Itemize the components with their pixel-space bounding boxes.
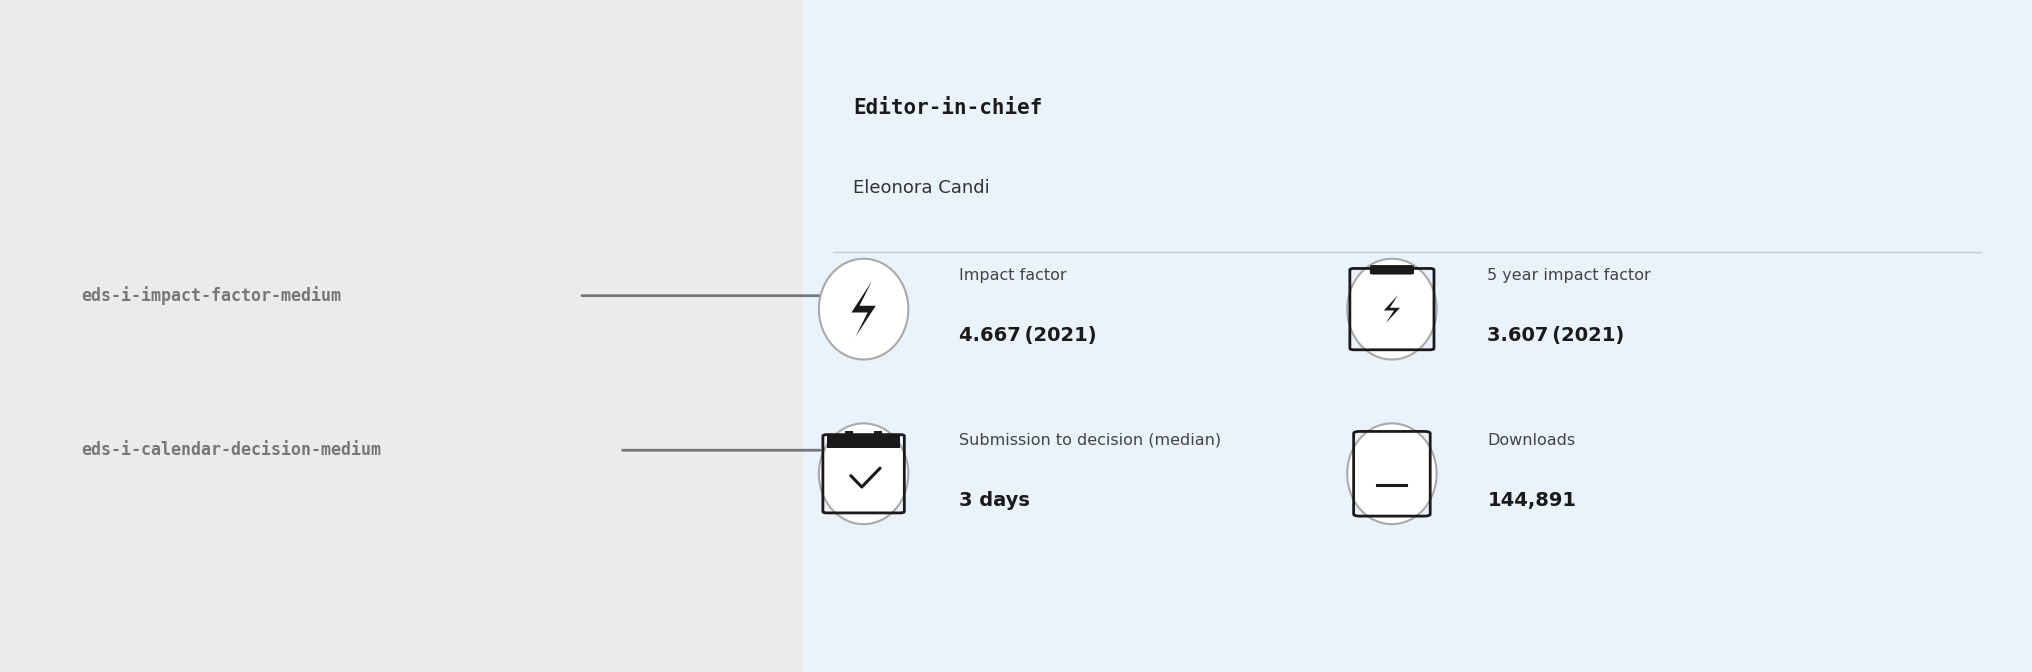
Text: Submission to decision (median): Submission to decision (median) [959,433,1221,448]
Text: eds-i-calendar-decision-medium: eds-i-calendar-decision-medium [81,442,382,459]
Polygon shape [1384,295,1400,323]
Ellipse shape [819,423,908,524]
Text: 3.607 (2021): 3.607 (2021) [1487,327,1626,345]
Ellipse shape [819,259,908,360]
Bar [874,431,882,439]
Ellipse shape [1347,423,1437,524]
Bar [845,431,853,439]
Bar [827,436,900,448]
Bar [803,0,2032,672]
Text: eds-i-impact-factor-medium: eds-i-impact-factor-medium [81,286,341,305]
Ellipse shape [1347,259,1437,360]
Text: 4.667 (2021): 4.667 (2021) [959,327,1097,345]
FancyBboxPatch shape [1372,266,1412,274]
Text: 144,891: 144,891 [1487,491,1577,510]
Polygon shape [851,282,876,337]
Text: 3 days: 3 days [959,491,1030,510]
Text: Eleonora Candi: Eleonora Candi [853,179,990,197]
Text: 5 year impact factor: 5 year impact factor [1487,268,1652,283]
Bar [0,0,803,672]
Text: Impact factor: Impact factor [959,268,1067,283]
Text: Editor-in-chief: Editor-in-chief [853,97,1042,118]
Text: Downloads: Downloads [1487,433,1575,448]
